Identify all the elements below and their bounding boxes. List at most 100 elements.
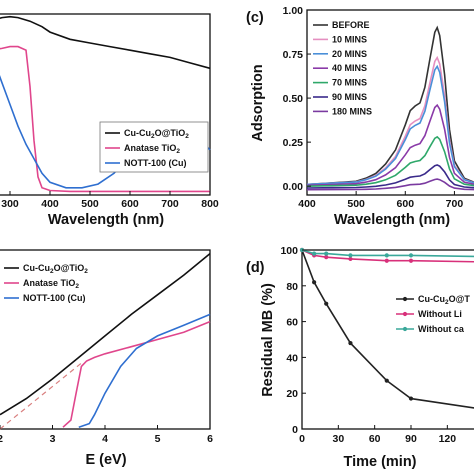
panel-c-frame [306,9,474,196]
panel-b-legend-entry: Cu-Cu2O@TiO2 [23,263,88,275]
panel-c-series-1 [306,25,474,186]
panel-c-ytick-label: 0.75 [283,49,304,61]
panel-d-point [312,280,317,285]
panel-d-xlabel: Time (min) [343,454,416,470]
panel-b-tick-label: 6 [207,433,213,445]
panel-d-plot [299,247,474,409]
panel-c-series-3 [306,64,474,186]
panel-d-point [384,253,389,258]
panel-b-series-3 [78,313,211,428]
panel-b-fit-line-1 [0,360,85,430]
panel-d-ytick-label: 20 [286,388,298,400]
panel-b-tick-label: 2 [0,433,3,445]
panel-c-plot [306,25,474,191]
panel-d-xtick-label: 60 [369,433,381,445]
panel-c: (c) 400 500 600 700 0.00 0.25 0.50 0.75 1.00 Ads… [246,5,474,228]
panel-d-legend-entry: Without ca [418,324,465,334]
panel-c-ticks: 400 500 600 700 0.00 0.25 0.50 0.75 1.00 [283,5,464,210]
panel-d-xtick-label: 30 [332,433,344,445]
panel-d-ytick-label: 40 [286,352,298,364]
panel-d-point [348,256,353,262]
panel-a-xticks: 300 400 500 600 700 800 [1,191,219,210]
panel-a-tick-label: 700 [161,198,179,210]
panel-d-label: (d) [246,260,265,276]
panel-a-xlabel: Wavelength (nm) [48,212,164,228]
panel-d-point [408,396,414,401]
panel-c-series-5 [306,135,474,187]
panel-d-xtick-label: 120 [439,433,457,445]
panel-d-point [408,258,414,263]
panel-d-point [348,253,353,258]
panel-d-xtick-label: 0 [299,433,305,445]
panel-c-xtick-label: 600 [397,198,415,210]
panel-d-ylabel: Residual MB (%) [260,283,276,397]
panel-c-legend: BEFORE 10 MINS 20 MINS 40 MINS 70 MINS 90 MIN… [313,20,372,116]
panel-a-tick-label: 300 [1,198,19,210]
panel-a-tick-label: 500 [81,198,99,210]
panel-c-xlabel: Wavelength (nm) [334,212,450,228]
panel-b-series-2 [62,320,211,428]
panel-c-xtick-label: 400 [298,198,316,210]
panel-a-frame [0,13,211,196]
panel-d-ytick-label: 80 [286,281,298,293]
panel-b-tick-label: 4 [102,433,108,445]
panel-c-ytick-label: 0.25 [283,137,304,149]
panel-a-tick-label: 600 [121,198,139,210]
panel-d-legend-entry: Cu-Cu2O@T [418,294,470,306]
panel-b-tick-label: 3 [50,433,56,445]
panel-d-legend: Cu-Cu2O@T Without Li Without ca [396,294,470,334]
panel-a-legend: Cu-Cu2O@TiO2 Anatase TiO2 NOTT-100 (Cu) [99,121,209,173]
panel-d-legend-marker [402,296,408,302]
panel-d-frame [301,249,474,430]
panel-a: 300 400 500 600 700 800 Wavelength (nm) Cu-Cu… [0,13,219,228]
panel-b-tick-label: 5 [155,433,161,445]
panel-b-xticks: 2 3 4 5 6 [0,425,213,445]
panel-b-series-1 [0,252,211,416]
panel-c-series-4 [306,103,474,187]
panel-d-point [324,251,329,256]
panel-c-legend-entry: BEFORE [332,20,370,30]
panel-d-point [348,340,353,346]
panel-d-point [312,251,317,256]
panel-c-legend-entry: 20 MINS [332,49,367,59]
panel-a-series-1 [0,15,211,70]
panel-c-legend-entry: 90 MINS [332,92,367,102]
panel-d-point [324,301,329,306]
panel-c-legend-entry: 10 MINS [332,34,367,44]
panel-d-ytick-label: 100 [280,245,298,257]
panel-a-legend-entry: Anatase TiO2 [124,143,180,155]
panel-d-xtick-label: 90 [405,433,417,445]
panel-b-frame [0,249,211,430]
panel-d-point [408,253,414,258]
panel-a-legend-entry: NOTT-100 (Cu) [124,158,187,168]
panel-d-point [384,258,389,263]
panel-d-legend-marker [402,311,408,317]
panel-d-legend-marker [402,326,408,332]
panel-a-tick-label: 400 [41,198,59,210]
panel-b-legend-entry: NOTT-100 (Cu) [23,293,86,303]
panel-c-legend-entry: 40 MINS [332,63,367,73]
panel-b: 2 3 4 5 6 E (eV) Cu-Cu2O@TiO2 Anatase TiO2 NOT… [0,249,213,468]
panel-b-legend-entry: Anatase TiO2 [23,278,79,290]
panel-d-ticks: 0 30 60 90 120 0 20 40 60 80 100 [280,245,456,445]
panel-a-legend-entry: Cu-Cu2O@TiO2 [124,128,189,140]
panel-b-xlabel: E (eV) [85,452,126,468]
panel-b-legend: Cu-Cu2O@TiO2 Anatase TiO2 NOTT-100 (Cu) [4,263,88,303]
panel-a-series-2 [0,45,210,193]
panel-a-tick-label: 800 [201,198,219,210]
panel-d-ytick-label: 60 [286,317,298,329]
panel-d: (d) 0 30 60 90 120 0 20 40 60 80 100 Residual MB (… [246,245,474,470]
panel-c-series-7 [306,178,474,191]
panel-c-label: (c) [246,10,264,26]
panel-c-ytick-label: 0.50 [283,93,304,105]
panel-c-series-6 [306,164,474,189]
panel-d-legend-entry: Without Li [418,309,462,319]
panel-b-plot [0,252,211,430]
panel-c-ytick-label: 0.00 [283,181,304,193]
panel-d-point [324,255,329,260]
panel-c-legend-entry: 70 MINS [332,78,367,88]
panel-c-xtick-label: 500 [347,198,365,210]
panel-d-point [384,378,389,383]
panel-c-xtick-label: 700 [446,198,464,210]
